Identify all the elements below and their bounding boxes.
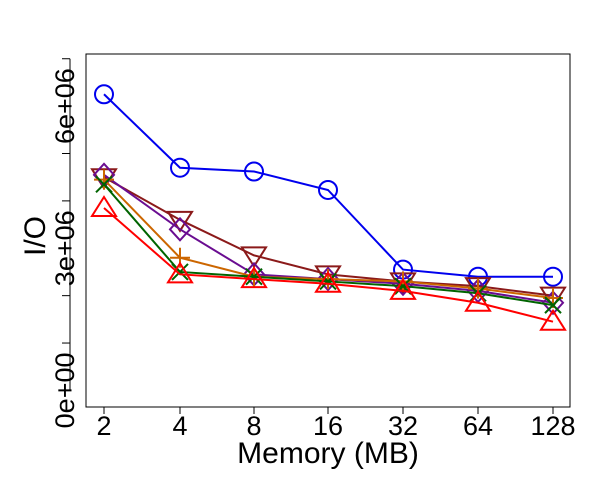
y-tick-label: 0e+00 bbox=[50, 352, 80, 428]
x-tick-label: 16 bbox=[313, 411, 343, 441]
x-axis-title: Memory (MB) bbox=[237, 437, 419, 470]
x-tick-label: 32 bbox=[388, 411, 418, 441]
data-point-green-x bbox=[171, 263, 189, 281]
data-point-blue-circle bbox=[94, 84, 114, 105]
data-point-green-x bbox=[245, 267, 263, 286]
y-axis: 0e+00 3e+06 6e+06 bbox=[50, 58, 80, 428]
data-point-red-triangle-up bbox=[464, 289, 492, 312]
x-axis: 2 4 8 16 32 64 128 bbox=[96, 406, 576, 441]
data-point-red-triangle-up bbox=[389, 278, 417, 300]
y-axis-title: I/O bbox=[19, 216, 52, 256]
data-point-blue-circle bbox=[543, 266, 563, 287]
x-tick-label: 128 bbox=[530, 411, 575, 441]
data-point-red-triangle-up bbox=[240, 266, 268, 289]
data-point-orange-plus bbox=[468, 278, 488, 299]
data-point-red-triangle-up bbox=[90, 195, 118, 217]
y-tick-label: 6e+06 bbox=[50, 68, 80, 144]
data-point-brown-triangle-down bbox=[166, 210, 194, 233]
data-point-green-x bbox=[95, 175, 113, 194]
data-point-red-triangle-up bbox=[314, 270, 342, 293]
data-point-purple-diamond bbox=[168, 216, 192, 242]
data-point-blue-circle bbox=[318, 179, 338, 200]
data-point-brown-triangle-down bbox=[240, 246, 268, 269]
x-tick-label: 4 bbox=[172, 411, 187, 441]
data-point-orange-plus bbox=[94, 169, 114, 190]
x-tick-label: 64 bbox=[463, 411, 493, 441]
y-tick-label: 3e+06 bbox=[50, 210, 80, 286]
data-point-red-triangle-up bbox=[539, 308, 567, 331]
data-point-blue-circle bbox=[244, 161, 264, 182]
plot-frame bbox=[85, 53, 571, 408]
data-point-blue-circle bbox=[170, 157, 190, 178]
data-point-green-x bbox=[544, 296, 562, 314]
series-layer bbox=[90, 84, 567, 331]
series-line-red-triangle-up bbox=[103, 207, 554, 323]
x-tick-label: 8 bbox=[246, 411, 261, 441]
data-point-green-x bbox=[319, 272, 337, 291]
series-line-blue-circle bbox=[103, 93, 553, 278]
x-tick-label: 2 bbox=[96, 411, 111, 441]
data-point-red-triangle-up bbox=[166, 261, 194, 284]
series-red-triangle-up bbox=[90, 195, 567, 331]
